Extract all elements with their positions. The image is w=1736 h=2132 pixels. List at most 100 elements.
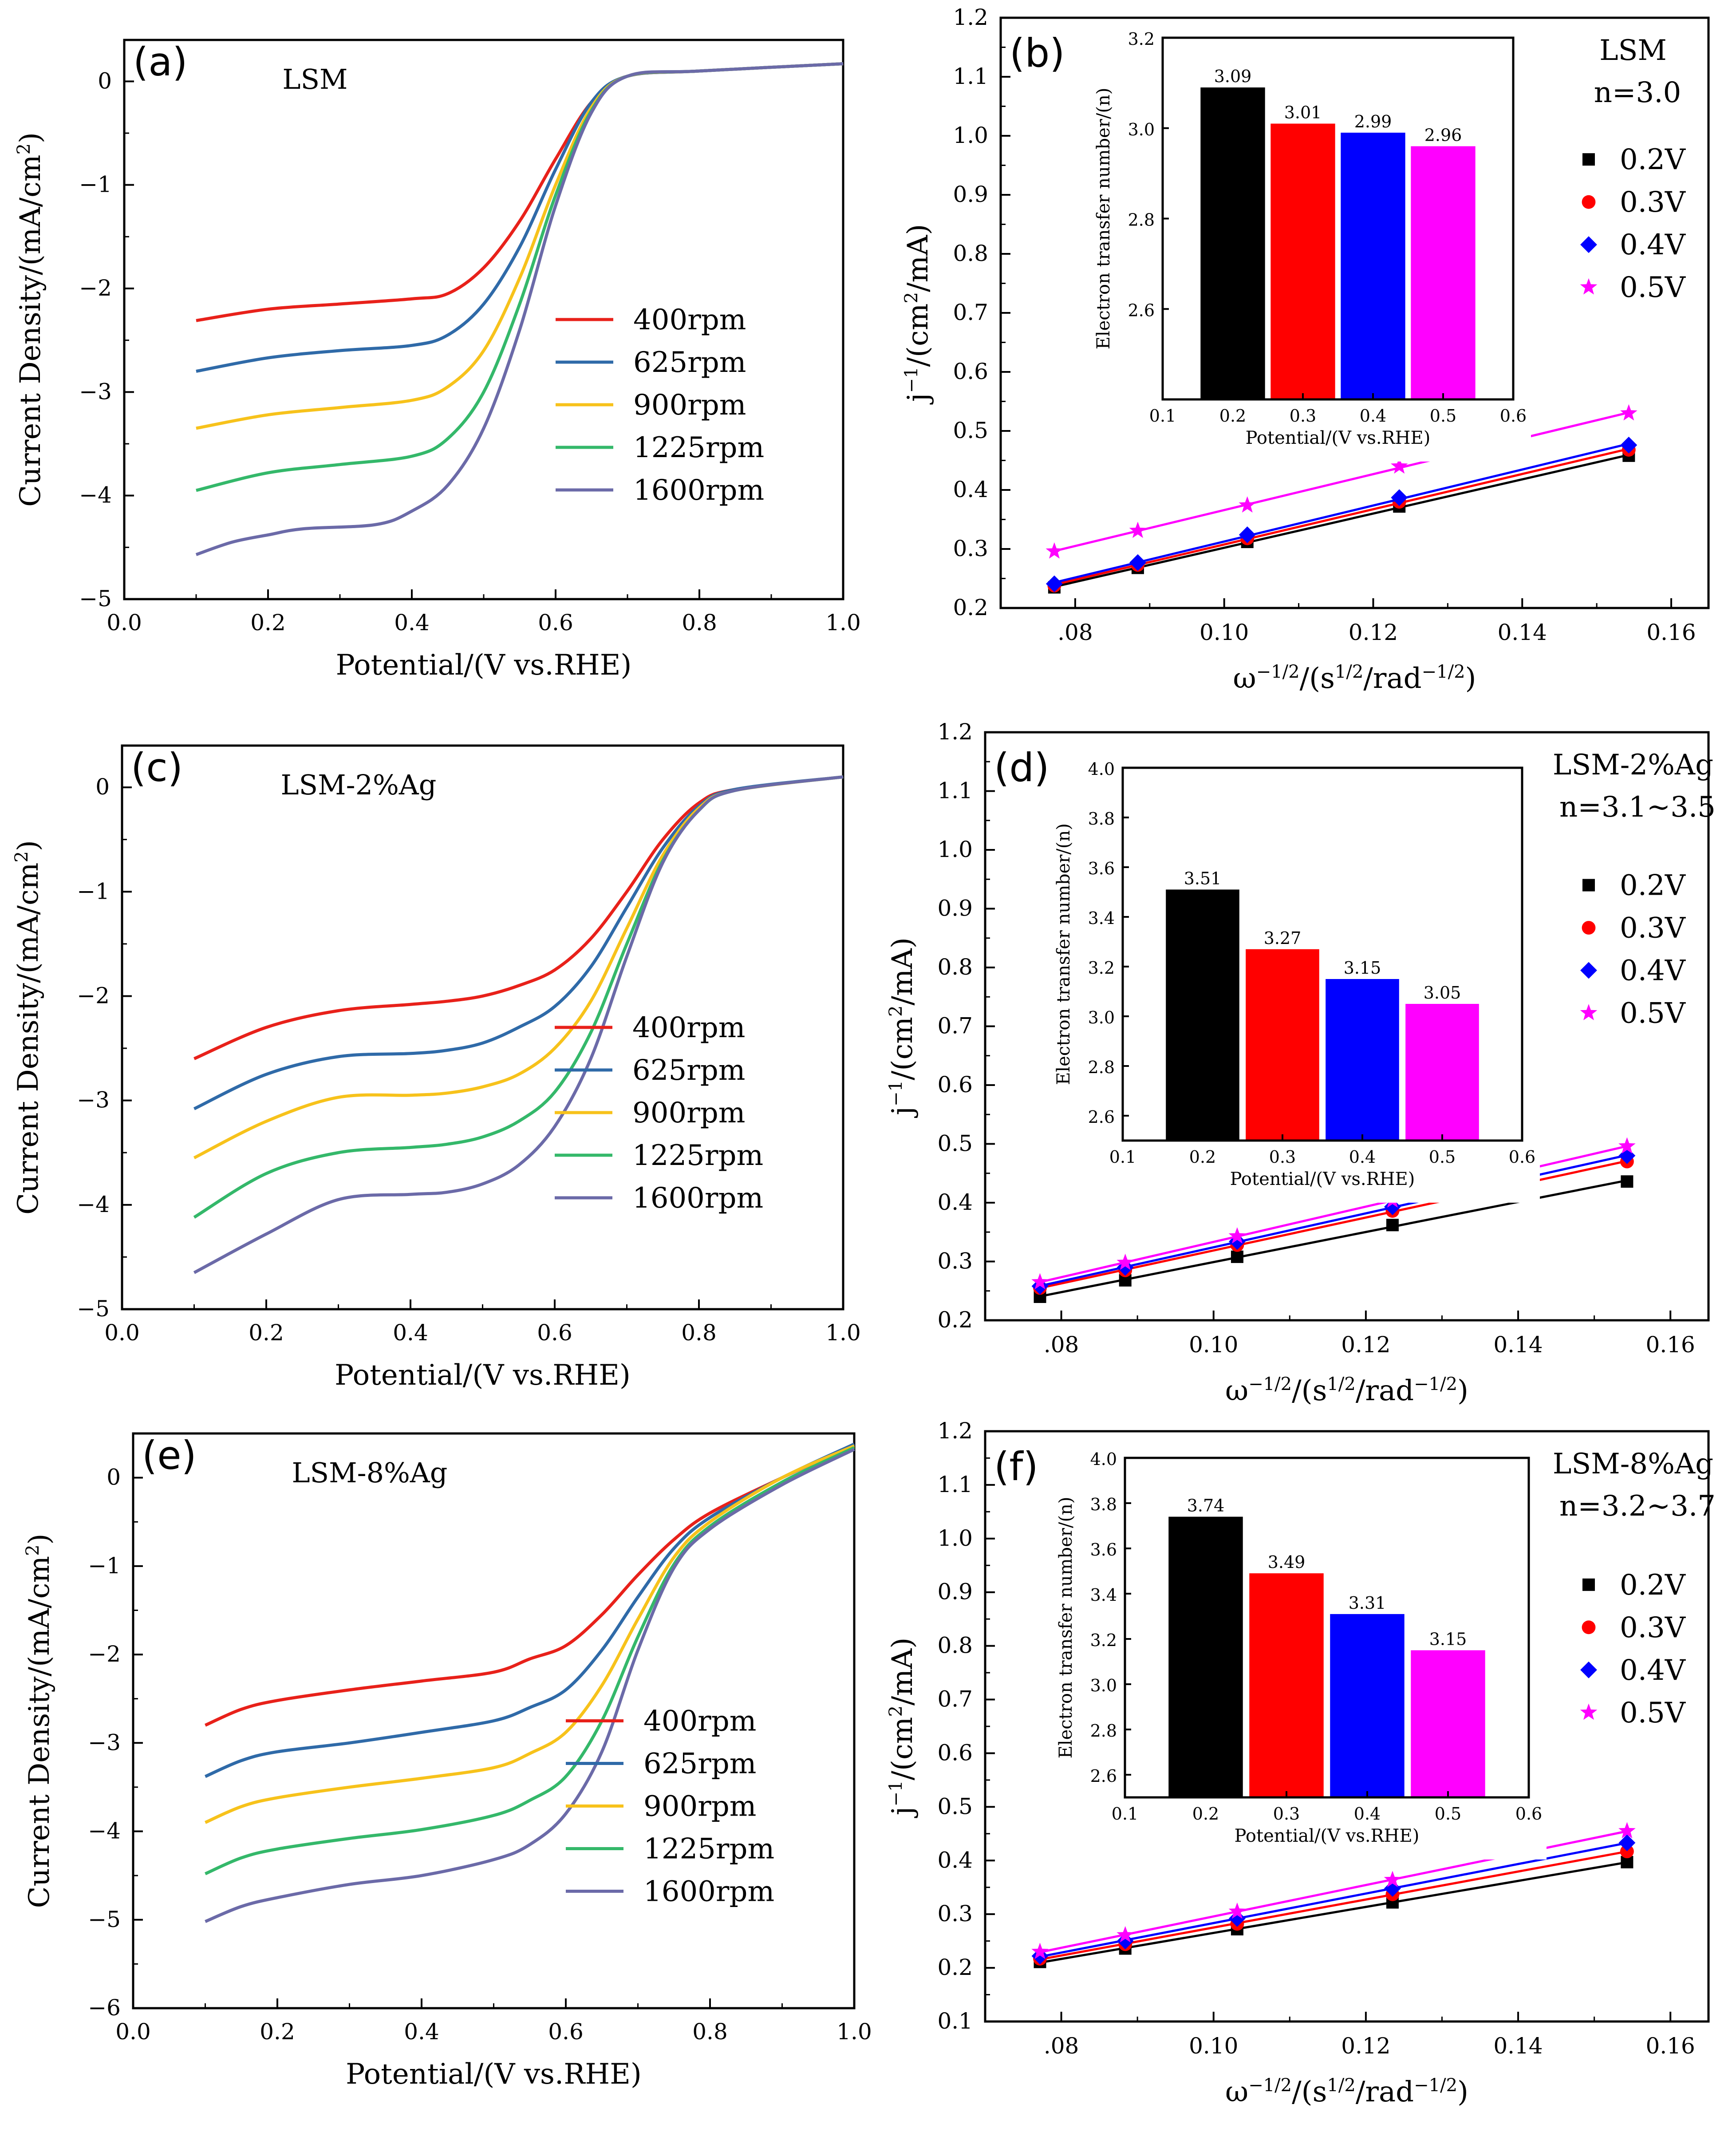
x-axis-title: ω−1/2/(s1/2/rad−1/2) [1225, 1374, 1468, 1407]
circle-marker [1582, 1620, 1596, 1635]
y-tick-label: 0.2 [937, 1954, 973, 1980]
n-label: n=3.0 [1594, 76, 1681, 109]
x-tick-label: 0.6 [548, 2019, 584, 2045]
y-tick-label: −5 [88, 1907, 121, 1932]
legend-label: 900rpm [632, 1097, 745, 1129]
bar [1411, 146, 1476, 399]
diamond-marker [1580, 962, 1597, 979]
y-tick-label: −1 [79, 172, 112, 197]
y-axis-title: j−1/(cm2/mA) [886, 937, 919, 1118]
series-line-1600rpm [193, 775, 844, 1274]
y-tick-label: 0.7 [953, 300, 988, 325]
bar-data-label: 3.49 [1268, 1552, 1306, 1572]
bar-data-label: 3.74 [1187, 1496, 1225, 1516]
x-tick-label: 0.6 [1515, 1804, 1542, 1824]
y-tick-label: 1.0 [937, 1525, 973, 1551]
inset-y-axis-title: Electron transfer number/(n) [1056, 1497, 1076, 1759]
x-tick-label: 0.4 [1354, 1804, 1381, 1824]
x-tick-label: 0.2 [1219, 406, 1246, 426]
y-tick-label: 0 [107, 1465, 121, 1490]
legend-label: 1225rpm [643, 1833, 774, 1866]
y-tick-label: 1.1 [953, 63, 988, 89]
x-tick-label: 0.10 [1199, 620, 1249, 645]
y-tick-label: 0.4 [953, 477, 988, 502]
star-marker [1580, 1004, 1598, 1020]
x-tick-label: 0.10 [1189, 1332, 1238, 1358]
legend-label: 900rpm [643, 1790, 756, 1823]
y-tick-label: −2 [79, 275, 112, 301]
series-line-900rpm [205, 1444, 855, 1824]
y-tick-label: 2.8 [1090, 1721, 1117, 1741]
panel-b: .08 0.10 0.12 0.14 0.16 0.2 0.3 0.4 0.5 0.6 0.7 0.8… [901, 4, 1710, 695]
bar [1246, 949, 1319, 1141]
panel-title: LSM-2%Ag [281, 769, 437, 801]
y-tick-label: 0.6 [937, 1740, 973, 1765]
x-tick-label: 0.0 [104, 1320, 140, 1346]
y-tick-label: 0.9 [937, 896, 973, 921]
square-marker [1621, 1175, 1633, 1188]
y-tick-label: 1.0 [937, 837, 973, 862]
y-tick-label: 0.2 [953, 595, 988, 620]
fit-line-0.3V [1054, 447, 1629, 586]
y-tick-label: −5 [77, 1296, 110, 1322]
y-tick-label: 3.0 [1128, 120, 1155, 139]
star-marker [1228, 1902, 1246, 1919]
bar [1166, 889, 1239, 1141]
y-tick-label: −1 [88, 1553, 121, 1579]
x-tick-label: 0.12 [1341, 2033, 1390, 2059]
y-tick-label: 3.2 [1088, 958, 1115, 978]
x-tick-label: 0.16 [1646, 2033, 1695, 2059]
x-tick-label: 0.3 [1269, 1147, 1296, 1167]
legend-label: 0.4V [1620, 1654, 1686, 1687]
y-tick-label: 1.2 [953, 4, 988, 30]
legend-label: 900rpm [633, 389, 746, 422]
x-axis-title: Potential/(V vs.RHE) [346, 2058, 642, 2091]
diamond-marker [1239, 526, 1256, 543]
legend-label: 625rpm [643, 1748, 756, 1781]
y-tick-label: 0.6 [937, 1072, 973, 1098]
star-marker [1228, 1227, 1246, 1244]
y-tick-label: 1.2 [937, 719, 973, 745]
inset-y-axis-title: Electron transfer number/(n) [1093, 88, 1114, 350]
x-tick-label: 0.1 [1149, 406, 1176, 426]
legend-label: 0.4V [1620, 229, 1686, 261]
y-tick-label: 3.4 [1088, 908, 1115, 928]
legend-label: 0.3V [1620, 912, 1686, 945]
x-tick-label: 1.0 [836, 2019, 872, 2045]
x-tick-label: 0.4 [1360, 406, 1386, 426]
panel-label: (b) [1010, 30, 1065, 76]
star-marker [1390, 457, 1408, 474]
y-tick-label: 0.7 [937, 1686, 973, 1712]
legend-label: 1600rpm [633, 474, 764, 507]
y-tick-label: 2.6 [1128, 300, 1155, 320]
diamond-marker [1391, 489, 1408, 506]
y-tick-label: 3.6 [1088, 859, 1115, 878]
y-tick-label: 0.2 [937, 1307, 973, 1333]
y-axis-title: Current Density/(mA/cm2) [14, 132, 47, 507]
bar [1411, 1650, 1485, 1797]
y-tick-label: 0.5 [937, 1131, 973, 1157]
star-marker [1580, 278, 1598, 295]
plot-frame [1124, 1457, 1530, 1799]
x-tick-label: 0.8 [682, 610, 717, 636]
y-tick-label: 0.7 [937, 1013, 973, 1039]
y-tick-label: 1.1 [937, 778, 973, 804]
n-label: n=3.2∼3.7 [1559, 1490, 1716, 1523]
x-tick-label: 0.6 [537, 1320, 572, 1346]
x-tick-label: 0.6 [538, 610, 573, 636]
fit-line-0.3V [1040, 1850, 1627, 1961]
x-tick-label: 0.5 [1430, 406, 1456, 426]
star-marker [1620, 404, 1637, 421]
bar-data-label: 3.09 [1214, 67, 1252, 86]
panel-title: LSM-8%Ag [1553, 1448, 1713, 1481]
y-axis-title: j−1/(cm2/mA) [886, 1638, 919, 1819]
legend-label: 0.4V [1620, 955, 1686, 987]
panel-f: .08 0.10 0.12 0.14 0.16 0.1 0.2 0.3 0.4 0.5 0.6 0.7… [886, 1418, 1716, 2108]
inset-x-axis-title: Potential/(V vs.RHE) [1246, 428, 1431, 448]
y-tick-label: 0.8 [953, 241, 988, 266]
x-tick-label: 0.3 [1290, 406, 1316, 426]
n-label: n=3.1∼3.5 [1559, 791, 1716, 824]
legend-label: 1600rpm [632, 1182, 763, 1215]
x-axis-title: ω−1/2/(s1/2/rad−1/2) [1233, 662, 1476, 695]
panel-label: (a) [133, 39, 188, 85]
